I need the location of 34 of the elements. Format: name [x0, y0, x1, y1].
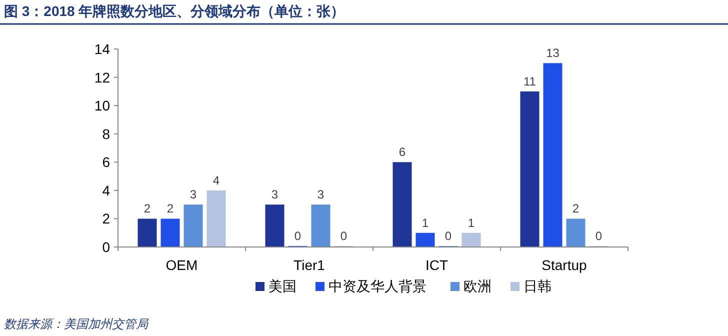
data-label: 1 [468, 216, 475, 230]
data-label: 2 [144, 202, 151, 216]
y-tick-label: 4 [102, 182, 110, 198]
source-note: 数据来源：美国加州交管局 [4, 317, 149, 331]
chart-title: 图 3：2018 年牌照数分地区、分领域分布（单位：张） [4, 3, 345, 19]
x-tick-label: OEM [166, 257, 198, 273]
data-label: 4 [212, 173, 220, 188]
legend-label: 欧洲 [464, 278, 492, 294]
y-tick-label: 12 [94, 69, 110, 86]
x-tick-label: Startup [542, 257, 588, 273]
data-label: 1 [422, 216, 429, 230]
legend-label: 日韩 [524, 278, 552, 294]
data-label: 0 [595, 229, 602, 243]
y-tick-label: 0 [102, 239, 110, 255]
data-label: 0 [444, 229, 452, 243]
data-label: 3 [271, 188, 278, 202]
y-tick-label: 2 [102, 210, 110, 227]
data-label: 0 [294, 229, 302, 243]
data-label: 3 [190, 188, 197, 202]
x-tick-label: ICT [425, 257, 448, 273]
data-label: 11 [524, 74, 536, 88]
data-label: 13 [546, 46, 560, 60]
data-label: 3 [317, 188, 324, 202]
y-tick-label: 6 [102, 154, 110, 170]
y-tick-label: 14 [94, 41, 110, 57]
y-tick-label: 10 [94, 98, 110, 114]
data-label: 2 [572, 202, 580, 216]
data-label: 6 [398, 145, 406, 160]
legend-label: 美国 [268, 278, 296, 294]
y-tick-label: 8 [102, 126, 110, 142]
x-tick-label: Tier1 [294, 257, 326, 273]
legend-label: 中资及华人背景 [328, 278, 426, 294]
data-label: 0 [340, 229, 348, 243]
data-label: 2 [166, 202, 174, 216]
